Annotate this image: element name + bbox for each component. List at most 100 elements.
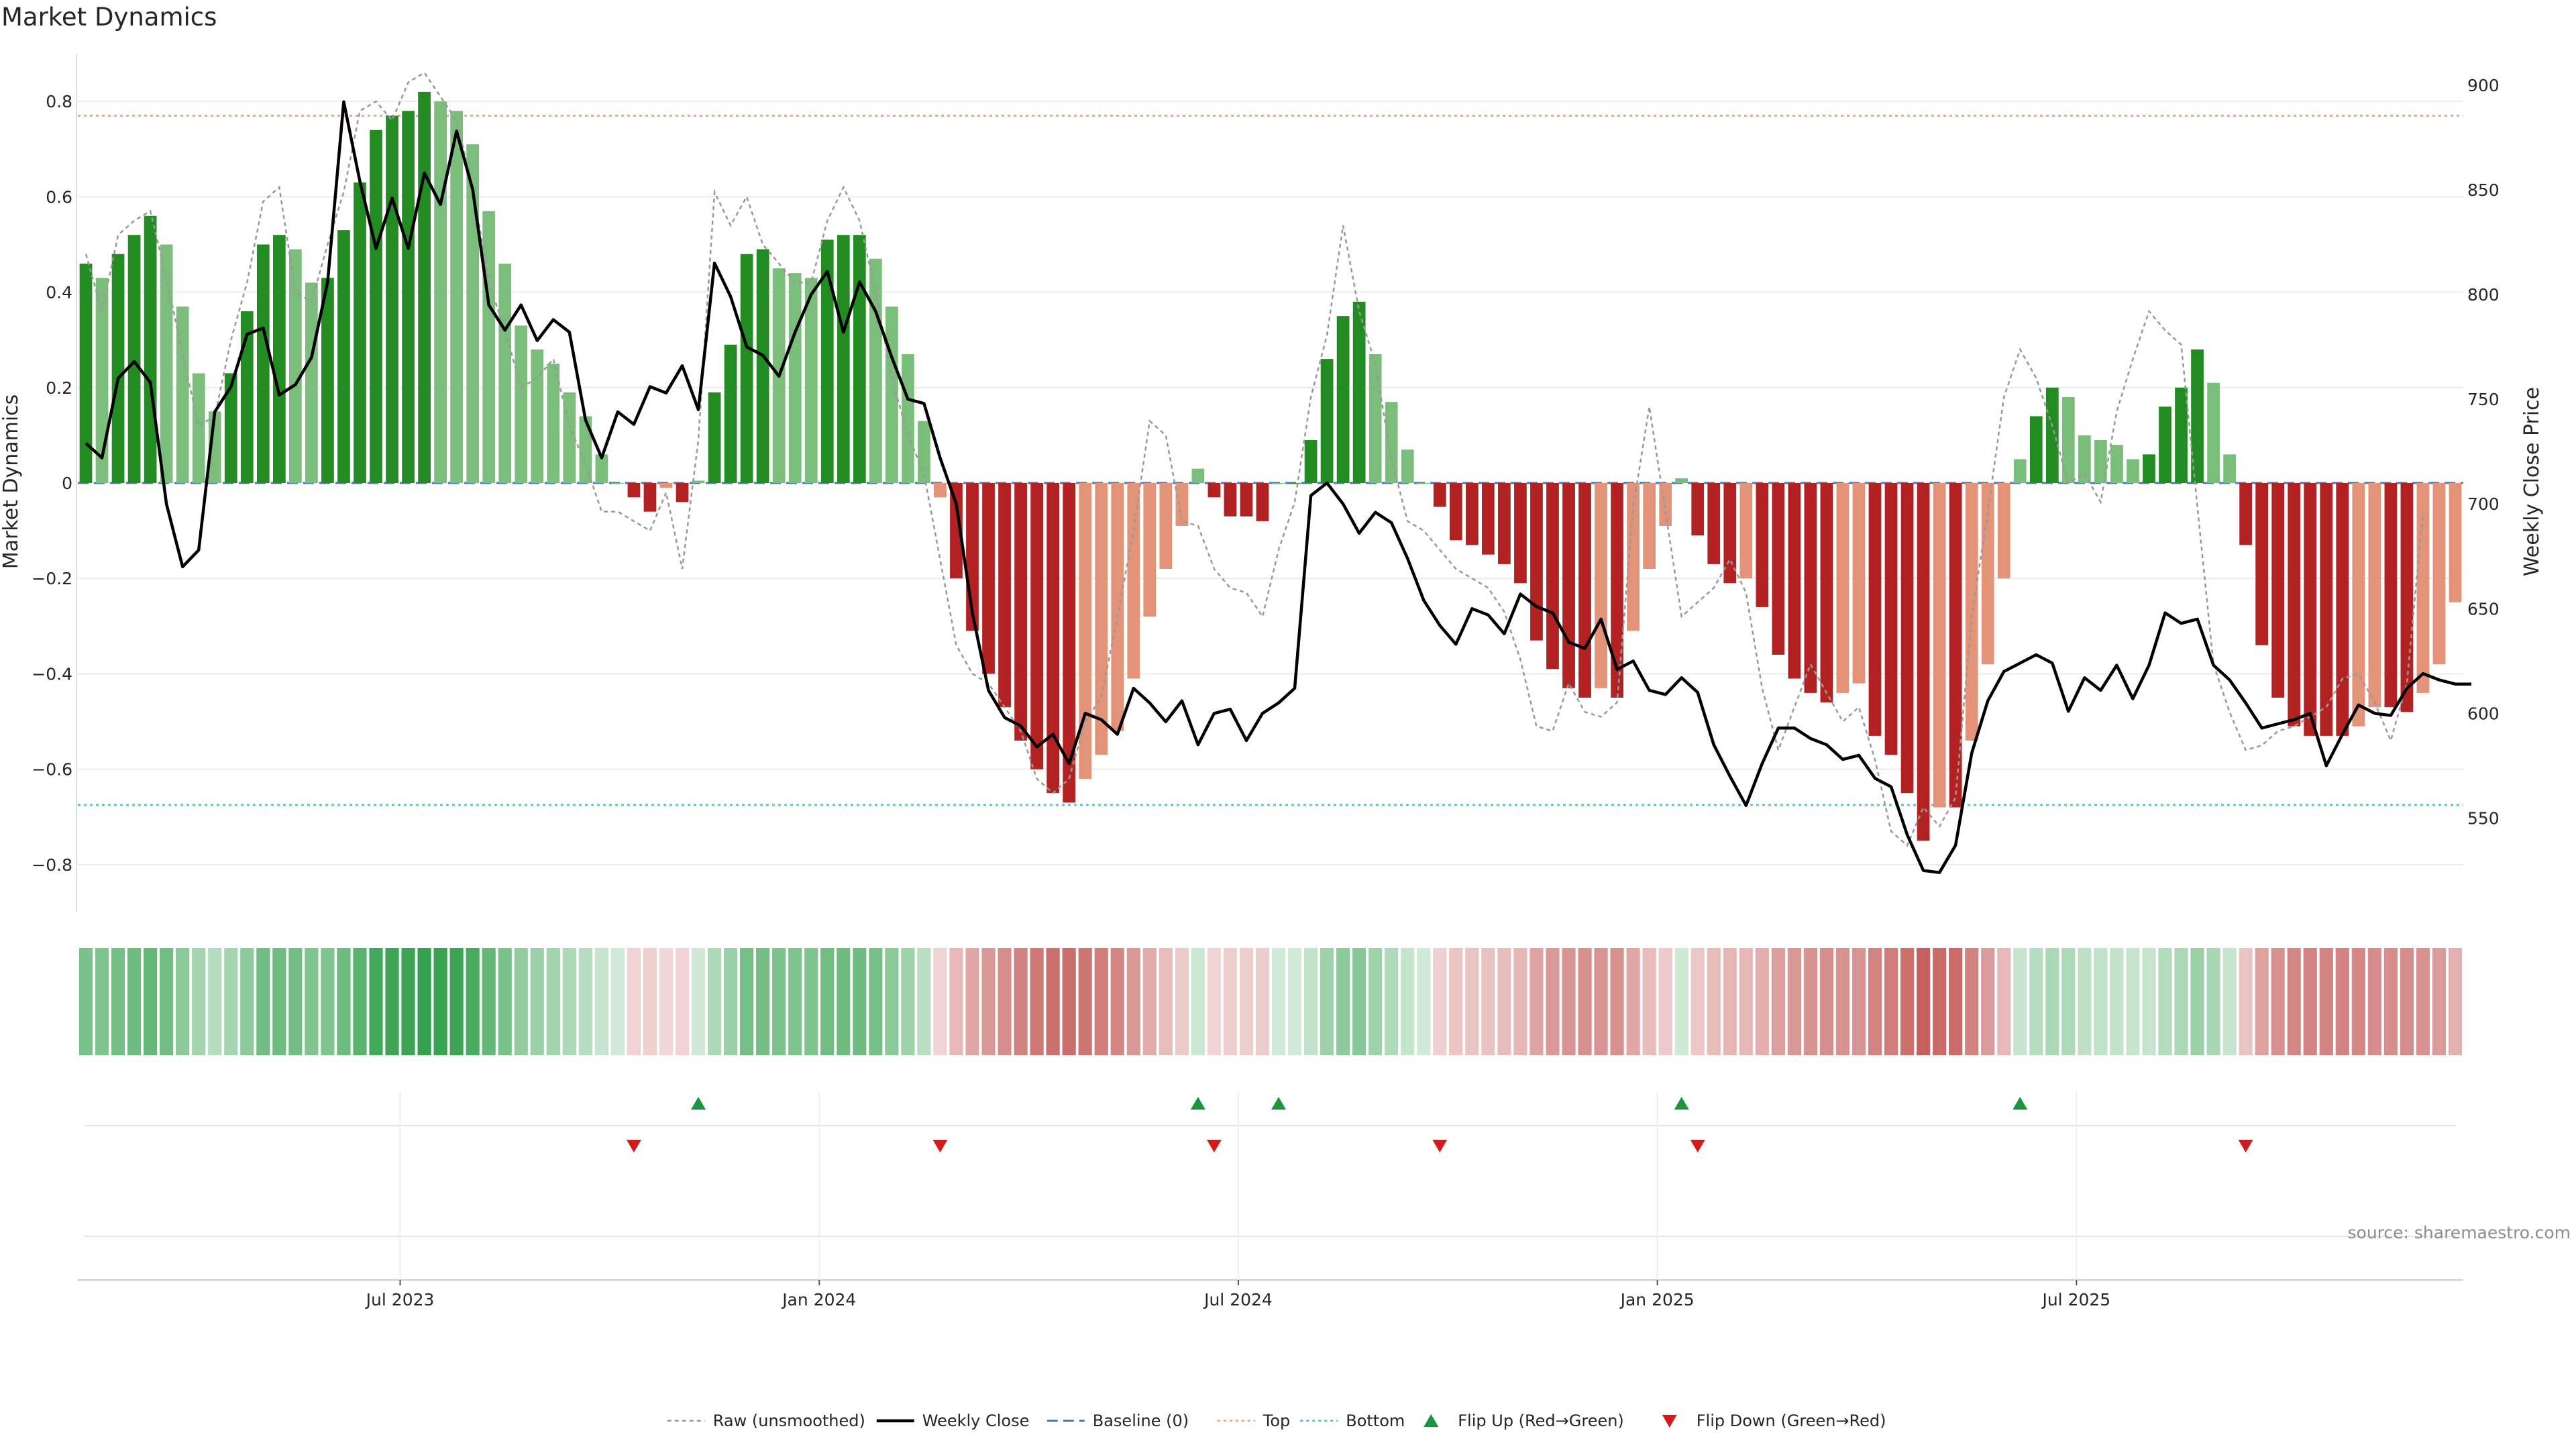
regime-cell — [1062, 948, 1076, 1055]
dynamics-bar — [1707, 483, 1721, 564]
regime-cell — [1303, 948, 1318, 1055]
dynamics-bar — [1385, 402, 1398, 483]
regime-cell — [1191, 948, 1205, 1055]
dynamics-bar — [2432, 483, 2446, 665]
regime-cell — [224, 948, 238, 1055]
flip-up-marker — [691, 1097, 706, 1110]
regime-cell — [2094, 948, 2108, 1055]
dynamics-bar — [1288, 483, 1301, 484]
dynamics-bar — [643, 483, 657, 512]
regime-cell — [1385, 948, 1399, 1055]
regime-cell — [2351, 948, 2365, 1055]
regime-cell — [144, 948, 158, 1055]
x-tick-label: Jan 2025 — [1619, 1290, 1695, 1309]
dynamics-bar — [1900, 483, 1914, 794]
dynamics-bar — [1965, 483, 1978, 741]
regime-cell — [2239, 948, 2253, 1055]
dynamics-bar — [1014, 483, 1027, 741]
flip-down-marker — [1690, 1140, 1705, 1152]
dynamics-bar — [1643, 483, 1656, 569]
regime-cell — [1900, 948, 1915, 1055]
regime-cell — [820, 948, 835, 1055]
legend-label: Top — [1263, 1411, 1291, 1430]
regime-cell — [933, 948, 947, 1055]
regime-cell — [869, 948, 883, 1055]
dynamics-bars — [79, 91, 2462, 841]
regime-cell — [949, 948, 963, 1055]
regime-cell — [2319, 948, 2333, 1055]
regime-cell — [1562, 948, 1576, 1055]
dynamics-bar — [692, 480, 705, 483]
right-tick-label: 900 — [2467, 76, 2500, 95]
dynamics-bar — [2400, 483, 2414, 712]
regime-cell — [2078, 948, 2092, 1055]
regime-cell — [2126, 948, 2140, 1055]
right-tick-label: 650 — [2467, 599, 2500, 619]
regime-cell — [2400, 948, 2414, 1055]
dynamics-bar — [2320, 483, 2333, 736]
left-tick-label: 0 — [62, 474, 72, 493]
regime-cell — [2142, 948, 2156, 1055]
dynamics-bar — [2078, 435, 2091, 483]
regime-cell — [643, 948, 657, 1055]
regime-cell — [1239, 948, 1254, 1055]
dynamics-bar — [2368, 483, 2381, 708]
dynamics-bar — [1530, 483, 1543, 641]
regime-cell — [449, 948, 464, 1055]
left-tick-label: −0.4 — [32, 664, 72, 684]
regime-cell — [353, 948, 367, 1055]
regime-cell — [95, 948, 109, 1055]
dynamics-bar — [2207, 382, 2220, 483]
weekly-close-line — [85, 100, 2471, 874]
left-tick-label: 0.6 — [46, 187, 72, 207]
regime-strip — [78, 948, 2463, 1055]
regime-cell — [1707, 948, 1721, 1055]
dynamics-bar — [1562, 483, 1575, 688]
regime-cell — [1851, 948, 1866, 1055]
dynamics-bar — [788, 273, 802, 483]
dynamics-bar — [724, 344, 737, 483]
regime-cell — [1787, 948, 1801, 1055]
dynamics-bar — [1884, 483, 1898, 755]
legend-label: Baseline (0) — [1093, 1411, 1189, 1430]
legend-label: Bottom — [1346, 1411, 1405, 1430]
regime-cell — [853, 948, 867, 1055]
dynamics-bar — [756, 249, 769, 483]
dynamics-bar — [659, 483, 673, 488]
dynamics-bar — [272, 235, 286, 483]
regime-cell — [1819, 948, 1834, 1055]
regime-cell — [562, 948, 576, 1055]
dynamics-bar — [853, 235, 866, 483]
regime-cell — [1126, 948, 1140, 1055]
dynamics-bar — [1304, 440, 1318, 483]
legend-label: Flip Up (Red→Green) — [1458, 1411, 1624, 1430]
x-tick-label: Jan 2024 — [781, 1290, 856, 1309]
regime-cell — [1142, 948, 1157, 1055]
regime-cell — [2287, 948, 2301, 1055]
regime-cell — [2303, 948, 2317, 1055]
dynamics-bar — [305, 282, 318, 483]
regime-cell — [401, 948, 415, 1055]
regime-cell — [2383, 948, 2398, 1055]
regime-cell — [1965, 948, 1979, 1055]
dynamics-bar — [1756, 483, 1769, 607]
legend-label: Weekly Close — [922, 1411, 1030, 1430]
regime-cell — [466, 948, 480, 1055]
dynamics-bar — [627, 483, 641, 498]
regime-cell — [1159, 948, 1173, 1055]
regime-cell — [417, 948, 431, 1055]
regime-cell — [691, 948, 706, 1055]
regime-cell — [160, 948, 174, 1055]
dynamics-bar — [1627, 483, 1640, 631]
dynamics-bar — [2045, 387, 2059, 483]
legend-item: Baseline (0) — [1046, 1411, 1189, 1430]
dynamics-bar — [256, 244, 270, 483]
dynamics-bar — [79, 263, 93, 483]
flip-down-marker — [1206, 1140, 1222, 1152]
regime-cell — [1868, 948, 1882, 1055]
right-tick-label: 600 — [2467, 704, 2500, 723]
dynamics-bar — [1449, 483, 1462, 541]
left-tick-label: 0.2 — [46, 378, 72, 398]
regime-cell — [1417, 948, 1431, 1055]
dynamics-bar — [1368, 354, 1382, 483]
